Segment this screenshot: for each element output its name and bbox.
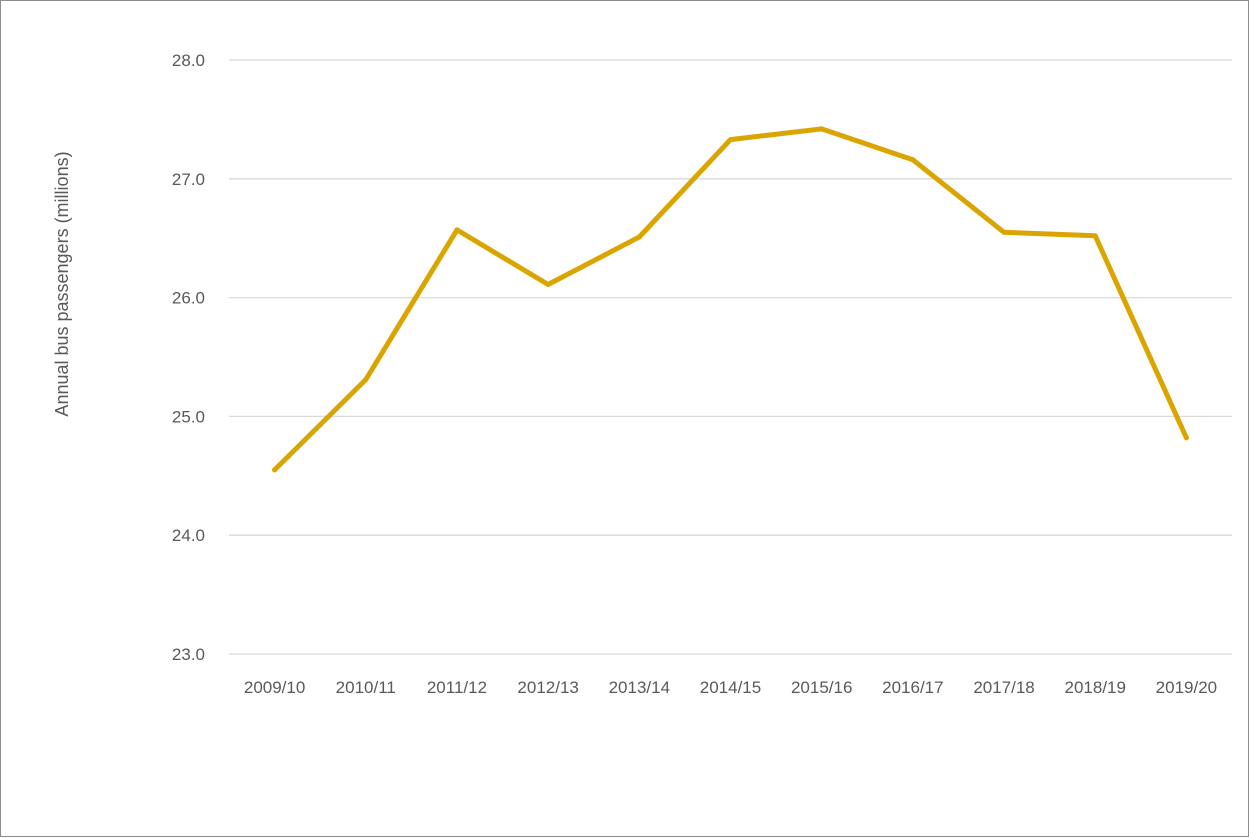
y-tick-label: 26.0 [172, 289, 205, 308]
series-line [272, 126, 1189, 473]
x-tick-label: 2012/13 [517, 678, 578, 697]
data-point [728, 137, 733, 143]
x-tick-label: 2009/10 [244, 678, 305, 697]
data-point [1092, 233, 1098, 239]
data-point [363, 377, 369, 383]
x-tick-label: 2019/20 [1156, 678, 1217, 697]
data-point [910, 157, 916, 163]
x-tick-label: 2017/18 [973, 678, 1034, 697]
data-point [454, 227, 460, 233]
data-point [819, 126, 825, 132]
x-axis-ticks: 2009/10 2010/11 2011/12 2012/13 2013/14 2014/… [244, 678, 1217, 697]
y-axis-ticks: 23.0 24.0 25.0 26.0 27.0 28.0 [172, 51, 205, 664]
x-tick-label: 2013/14 [609, 678, 670, 697]
y-tick-label: 23.0 [172, 645, 205, 664]
x-tick-label: 2016/17 [882, 678, 943, 697]
y-tick-label: 24.0 [172, 526, 205, 545]
gridlines [229, 59, 1232, 655]
data-point [272, 467, 278, 473]
data-point [1183, 435, 1189, 441]
y-tick-label: 28.0 [172, 51, 205, 70]
x-tick-label: 2011/12 [427, 678, 487, 697]
y-axis-title: Annual bus passengers (millions) [52, 151, 72, 416]
data-point [545, 282, 551, 288]
x-tick-label: 2015/16 [791, 678, 852, 697]
x-tick-label: 2018/19 [1065, 678, 1126, 697]
x-tick-label: 2010/11 [336, 678, 396, 697]
y-tick-label: 27.0 [172, 170, 205, 189]
series-layer [272, 126, 1189, 473]
data-point [636, 234, 642, 240]
y-tick-label: 25.0 [172, 407, 205, 426]
x-tick-label: 2014/15 [700, 678, 761, 697]
data-point [1001, 229, 1007, 235]
